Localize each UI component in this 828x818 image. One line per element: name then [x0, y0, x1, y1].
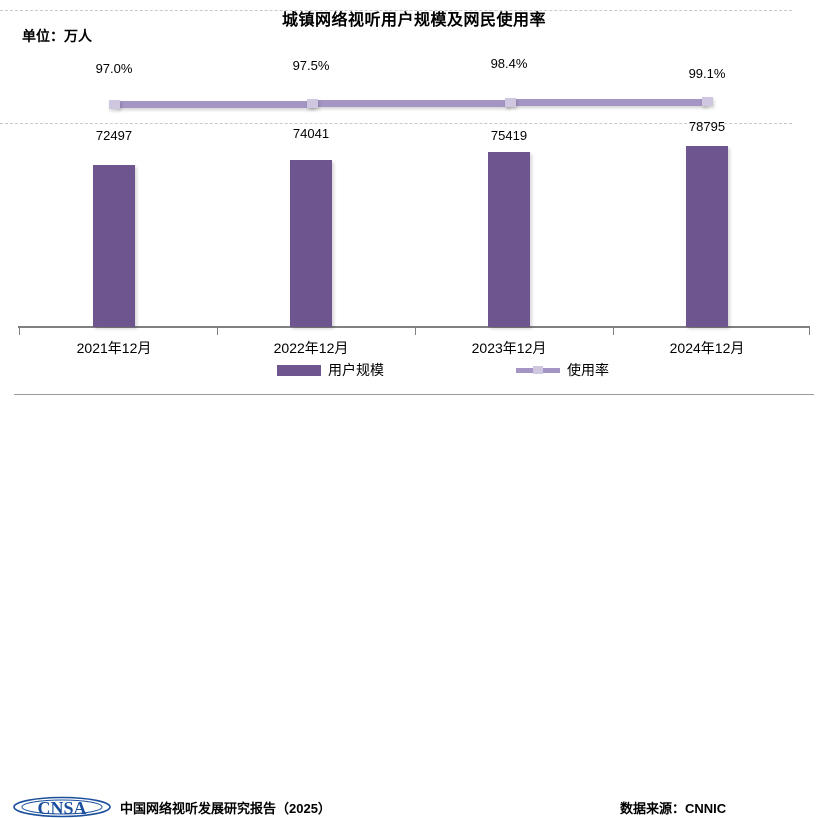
- footer-divider: [14, 394, 814, 395]
- legend-item-line[interactable]: 使用率: [516, 360, 609, 380]
- axis-tick: [415, 328, 416, 335]
- legend-label-line: 使用率: [567, 362, 609, 378]
- footer: CNSA 中国网络视听发展研究报告（2025） 数据来源：CNNIC: [0, 396, 828, 818]
- x-label-2023: 2023年12月: [471, 340, 547, 356]
- pct-label-2024: 99.1%: [688, 66, 726, 81]
- value-label-2024: 78795: [688, 119, 726, 134]
- x-axis-line: [18, 326, 810, 328]
- cnsa-logo-icon: CNSA: [13, 796, 111, 818]
- gridline-upper: [0, 10, 792, 11]
- unit-label: 单位：万人: [22, 28, 92, 44]
- bar-2021[interactable]: [93, 165, 135, 327]
- legend-label-bar: 用户规模: [328, 362, 384, 378]
- bar-2023[interactable]: [488, 152, 530, 327]
- line-marker-2022[interactable]: [307, 99, 318, 108]
- line-marker-2021[interactable]: [109, 100, 120, 109]
- legend-swatch-bar-icon: [277, 364, 321, 376]
- x-label-2022: 2022年12月: [273, 340, 349, 356]
- chart-canvas: 城镇网络视听用户规模及网民使用率 单位：万人 97.0% 97.5% 98.4%…: [0, 10, 828, 818]
- line-segment-3: [507, 99, 707, 106]
- line-segment-2: [311, 100, 509, 107]
- line-marker-2024[interactable]: [702, 97, 713, 106]
- line-segment-1: [117, 101, 313, 108]
- chart-title: 城镇网络视听用户规模及网民使用率: [281, 12, 546, 29]
- axis-tick: [217, 328, 218, 335]
- axis-tick: [613, 328, 614, 335]
- pct-label-2021: 97.0%: [95, 61, 133, 76]
- footer-source-text: 数据来源：CNNIC: [620, 801, 727, 816]
- value-label-2023: 75419: [490, 128, 528, 143]
- line-marker-2023[interactable]: [505, 98, 516, 107]
- axis-tick: [809, 328, 810, 335]
- pct-label-2023: 98.4%: [490, 56, 528, 71]
- value-label-2021: 72497: [95, 128, 133, 143]
- axis-tick: [19, 328, 20, 335]
- legend-swatch-line-icon: [516, 365, 560, 375]
- bar-2024[interactable]: [686, 146, 728, 327]
- chart-legend: 用户规模 使用率: [0, 360, 828, 384]
- value-label-2022: 74041: [292, 126, 330, 141]
- pct-label-2022: 97.5%: [292, 58, 330, 73]
- x-label-2024: 2024年12月: [669, 340, 745, 356]
- gridline-lower: [0, 123, 792, 124]
- bar-2022[interactable]: [290, 160, 332, 327]
- x-label-2021: 2021年12月: [76, 340, 152, 356]
- footer-report-text: 中国网络视听发展研究报告（2025）: [120, 801, 331, 816]
- svg-text:CNSA: CNSA: [37, 798, 86, 818]
- legend-item-bar[interactable]: 用户规模: [277, 360, 384, 380]
